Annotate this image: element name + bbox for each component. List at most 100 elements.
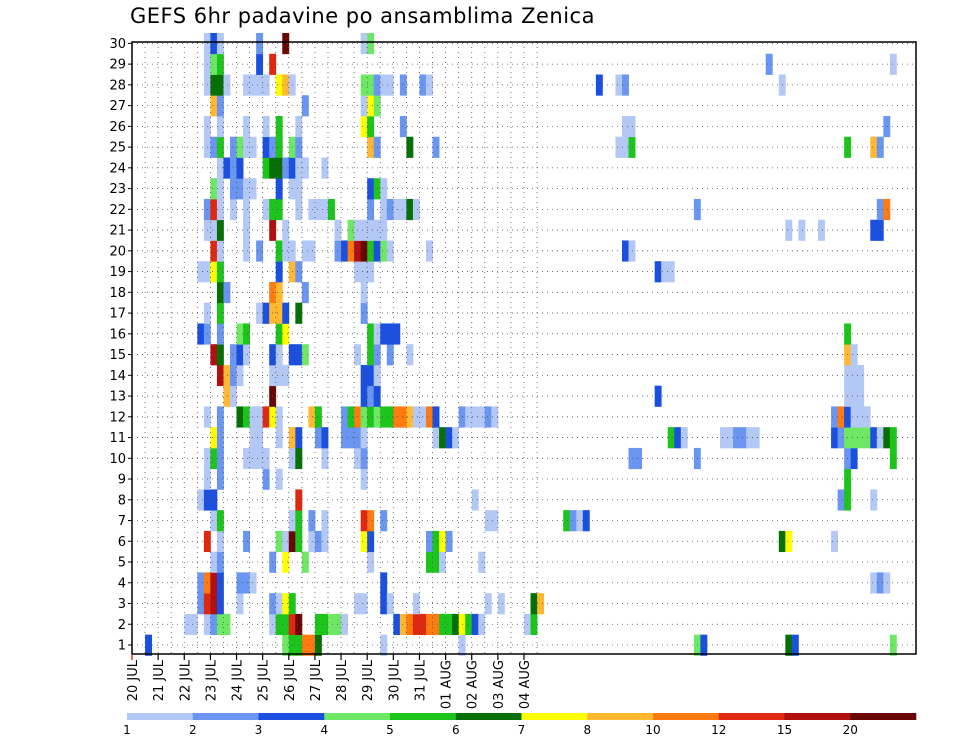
x-tick-label: 23 JUL [204, 659, 219, 701]
heatmap-cell [243, 136, 250, 158]
heatmap-cell [282, 634, 290, 656]
heatmap-cell [432, 427, 440, 449]
legend-swatch [850, 713, 917, 720]
heatmap-cell [654, 261, 662, 283]
legend-swatch [521, 713, 588, 720]
legend-label: 1 [123, 723, 131, 737]
heatmap-cell [720, 427, 727, 449]
legend-label: 20 [843, 723, 858, 737]
heatmap-cell [275, 468, 283, 490]
heatmap-cell [308, 510, 316, 532]
heatmap-cell [275, 406, 283, 428]
heatmap-cell [478, 551, 486, 573]
heatmap-cell [282, 219, 290, 241]
heatmap-cell [484, 593, 492, 615]
heatmap-cell [615, 136, 623, 158]
heatmap-cell [680, 427, 688, 449]
heatmap-cell [883, 427, 891, 449]
heatmap-cell [275, 178, 283, 200]
heatmap-cell [216, 593, 224, 615]
heatmap-cell [295, 157, 303, 179]
heatmap-cell [249, 136, 257, 158]
heatmap-cell [399, 74, 407, 96]
heatmap-cell [275, 364, 283, 387]
heatmap-cell [386, 593, 394, 615]
heatmap-cell [216, 74, 224, 96]
heatmap-cell [876, 198, 884, 221]
heatmap-cell [484, 406, 492, 428]
heatmap-cell [210, 572, 218, 594]
heatmap-cell [582, 510, 590, 532]
heatmap-cell [301, 344, 309, 366]
legend-swatch [784, 713, 851, 720]
heatmap-cell [406, 344, 414, 366]
y-tick-label: 24 [109, 161, 126, 176]
heatmap-cell [360, 74, 368, 96]
heatmap-cell [301, 157, 309, 179]
y-tick-label: 10 [109, 452, 126, 467]
heatmap-cell [360, 406, 368, 428]
heatmap-cell [341, 427, 348, 449]
heatmap-cell [210, 344, 218, 366]
heatmap-cell [275, 302, 283, 324]
heatmap-cell [341, 240, 348, 262]
heatmap-cell [465, 613, 473, 636]
heatmap-cell [275, 593, 283, 615]
heatmap-cell [145, 634, 152, 656]
heatmap-cell [426, 530, 433, 553]
heatmap-cell [432, 530, 440, 553]
x-tick-label: 20 JUL [126, 659, 141, 701]
heatmap-cell [850, 385, 858, 407]
x-axis: 20 JUL 21 JUL 22 JUL 23 JUL 24 JUL 25 JUL 26 J… [126, 654, 533, 709]
heatmap-cell [667, 427, 675, 449]
heatmap-cell [850, 427, 858, 449]
heatmap-cell [190, 613, 198, 636]
heatmap-cell [491, 406, 499, 428]
heatmap-cell [367, 261, 375, 283]
heatmap-cell [321, 447, 329, 470]
heatmap-cell [216, 323, 224, 345]
heatmap-cell [223, 364, 231, 387]
heatmap-cell [831, 427, 838, 449]
heatmap-cell [216, 198, 224, 221]
heatmap-cell [432, 136, 440, 158]
heatmap-cell [360, 95, 368, 117]
heatmap-cell [785, 530, 793, 553]
heatmap-cell [236, 344, 244, 366]
heatmap-cell [367, 510, 375, 532]
heatmap-cell [889, 634, 897, 656]
y-tick-label: 19 [109, 265, 126, 280]
heatmap-cell [870, 219, 878, 241]
heatmap-cell [452, 613, 460, 636]
heatmap-cell [569, 510, 577, 532]
heatmap-cell [635, 447, 642, 470]
heatmap-cell [249, 406, 257, 428]
heatmap-cell [360, 468, 368, 490]
heatmap-cell [857, 385, 865, 407]
heatmap-cell [452, 427, 460, 449]
heatmap-cell [765, 53, 773, 75]
heatmap-cell [870, 572, 878, 594]
heatmap-cell [216, 551, 224, 573]
heatmap-cell [295, 198, 303, 221]
heatmap-cell [210, 136, 218, 158]
heatmap-cell [282, 551, 290, 573]
heatmap-cell [412, 613, 420, 636]
y-tick-label: 26 [109, 120, 126, 135]
heatmap-cell [301, 551, 309, 573]
heatmap-cell [360, 510, 368, 532]
y-tick-label: 30 [109, 37, 126, 52]
heatmap-cell [216, 468, 224, 490]
heatmap-cell [262, 302, 270, 324]
heatmap-cell [471, 489, 479, 511]
heatmap-cell [347, 406, 355, 428]
heatmap-cell [321, 427, 329, 449]
heatmap-cell [236, 593, 244, 615]
heatmap-cell [576, 510, 584, 532]
heatmap-cell [367, 74, 375, 96]
legend-swatch [127, 713, 194, 720]
heatmap-cell [249, 427, 257, 449]
heatmap-cell [262, 157, 270, 179]
heatmap-cell [210, 74, 218, 96]
heatmap-cell [295, 136, 303, 158]
